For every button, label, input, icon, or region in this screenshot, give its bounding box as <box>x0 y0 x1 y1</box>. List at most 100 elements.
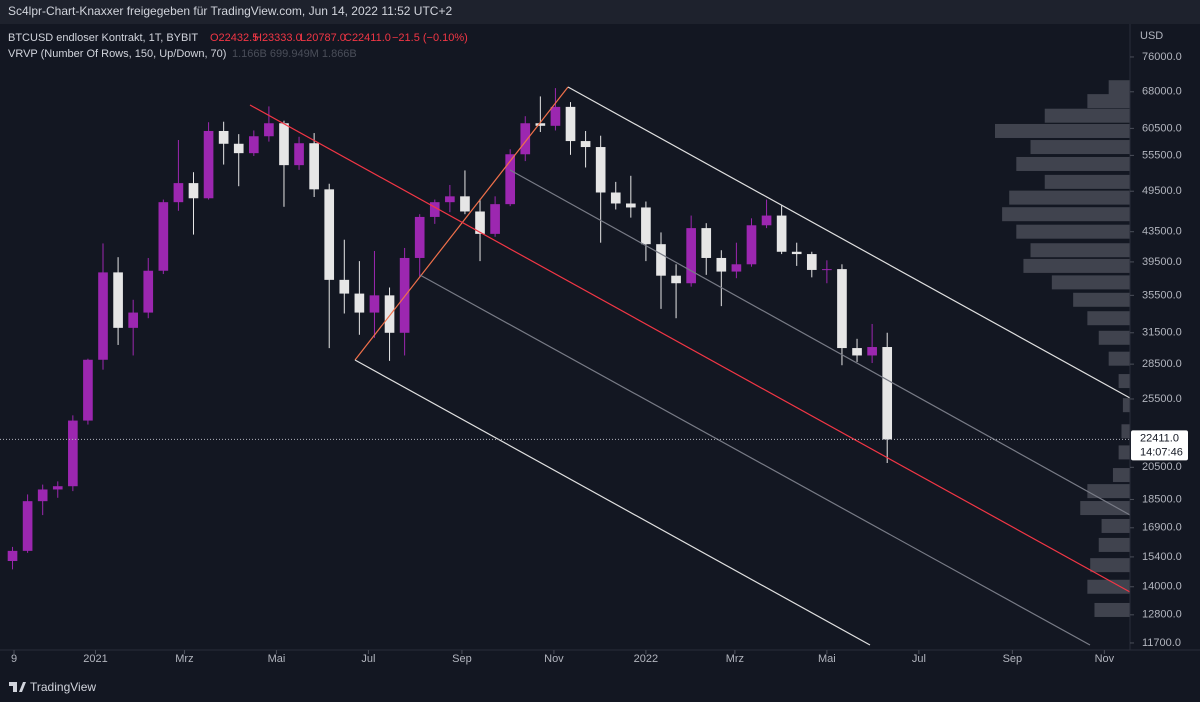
volume-profile-bar <box>1030 243 1130 258</box>
candle-body <box>656 244 666 276</box>
ohlc-value: L20787.0 <box>300 32 346 44</box>
volume-profile-bar <box>1051 275 1130 290</box>
pitchfork-median <box>249 104 1131 593</box>
volume-profile-bar <box>1030 140 1130 155</box>
volume-profile-bar <box>1087 579 1130 594</box>
candle-body <box>595 147 606 193</box>
candle-body <box>188 183 199 199</box>
volume-profile-bar <box>1094 602 1130 617</box>
ohlc-value: −21.5 (−0.10%) <box>392 32 468 44</box>
candle-body <box>414 216 425 258</box>
pitchfork-inner-lower <box>419 274 1091 646</box>
volume-profile-bar <box>1073 292 1130 307</box>
y-tick-label: 18500.0 <box>1142 493 1182 505</box>
last-price-label: 22411.0 <box>1140 432 1179 444</box>
candle-body <box>37 489 48 502</box>
y-tick-label: 35500.0 <box>1142 289 1182 301</box>
volume-profile-bar <box>1098 330 1130 345</box>
candle-body <box>776 215 787 252</box>
candle-body <box>128 312 138 328</box>
ohlc-value: O22432.5 <box>210 32 258 44</box>
candle-body <box>626 203 636 208</box>
candle-body <box>822 269 832 271</box>
volume-profile-bar <box>1108 80 1130 95</box>
candle-body <box>399 257 410 333</box>
volume-profile-bar <box>1087 311 1130 326</box>
y-tick-label: 16900.0 <box>1142 522 1182 534</box>
candle-body <box>248 136 259 154</box>
candle-body <box>173 183 184 203</box>
y-tick-label: 11700.0 <box>1142 637 1181 649</box>
volume-profile-bar <box>1044 108 1130 123</box>
ohlc-value: C22411.0 <box>344 32 391 44</box>
candle-body <box>369 295 380 313</box>
volume-profile-bar <box>1087 94 1130 109</box>
candle-body <box>429 202 440 217</box>
y-tick-label: 20500.0 <box>1142 461 1182 473</box>
candle-body <box>309 143 319 190</box>
y-tick-label: 28500.0 <box>1142 358 1182 370</box>
pitchfork <box>249 86 1131 646</box>
candle-body <box>867 347 877 356</box>
pitchfork-upper <box>567 86 1131 399</box>
x-tick-label: Mrz <box>175 653 193 665</box>
volume-profile-bar <box>1087 484 1130 499</box>
x-tick-label: Nov <box>544 653 564 665</box>
volume-profile-bar <box>1108 351 1130 366</box>
candle-body <box>731 264 742 272</box>
candle-body <box>384 295 395 333</box>
candle-body <box>113 272 123 328</box>
y-tick-label: 15400.0 <box>1142 551 1182 563</box>
candle-body <box>490 204 500 234</box>
volume-profile-bar <box>1080 501 1130 516</box>
volume-profile-bar <box>1044 174 1130 189</box>
candle-body <box>565 106 576 142</box>
candle-body <box>264 123 274 137</box>
indicator-title: VRVP (Number Of Rows, 150, Up/Down, 70) <box>8 48 226 60</box>
candle-body <box>701 228 712 258</box>
last-price-box <box>1131 430 1188 461</box>
candle-body <box>158 202 169 271</box>
x-tick-label: Jul <box>912 653 926 665</box>
plot-area <box>7 80 1130 617</box>
candle-body <box>806 254 817 270</box>
candle-body <box>505 154 516 205</box>
candle-body <box>339 279 350 294</box>
footer-brand: TradingView <box>30 680 96 694</box>
x-tick-label: Nov <box>1095 653 1115 665</box>
volume-profile-bar <box>995 123 1130 138</box>
volume-profile-bar <box>1118 374 1130 389</box>
y-tick-label: 43500.0 <box>1142 226 1182 238</box>
y-tick-label: 68000.0 <box>1142 86 1182 98</box>
candle-body <box>716 257 727 272</box>
y-tick-label: 60500.0 <box>1142 122 1182 134</box>
y-axis-unit: USD <box>1140 30 1163 42</box>
candle-body <box>98 272 108 360</box>
top-bar <box>0 0 1200 24</box>
candle-body <box>22 501 33 551</box>
candle-body <box>354 293 365 313</box>
candle-body <box>610 192 621 204</box>
volume-profile-bar <box>1016 156 1130 171</box>
candle-body <box>324 189 335 280</box>
x-tick-label: Sep <box>452 653 472 665</box>
countdown-label: 14:07:46 <box>1140 446 1183 458</box>
candle-body <box>52 486 63 490</box>
candle-body <box>203 130 214 199</box>
candle-body <box>279 123 289 166</box>
x-tick-label: 9 <box>11 653 17 665</box>
y-tick-label: 55500.0 <box>1142 149 1182 161</box>
volume-profile-bar <box>1023 258 1130 273</box>
candle-body <box>143 270 154 313</box>
x-tick-label: Mrz <box>726 653 744 665</box>
candle-body <box>550 106 561 126</box>
candle-body <box>580 141 591 148</box>
candle-body <box>233 143 244 154</box>
y-tick-label: 14000.0 <box>1142 581 1182 593</box>
volume-profile-bar <box>1090 558 1130 573</box>
volume-profile-bar <box>1112 468 1130 483</box>
x-tick-label: Sep <box>1003 653 1023 665</box>
volume-profile-bar <box>1016 224 1130 239</box>
y-tick-label: 25500.0 <box>1142 393 1182 405</box>
